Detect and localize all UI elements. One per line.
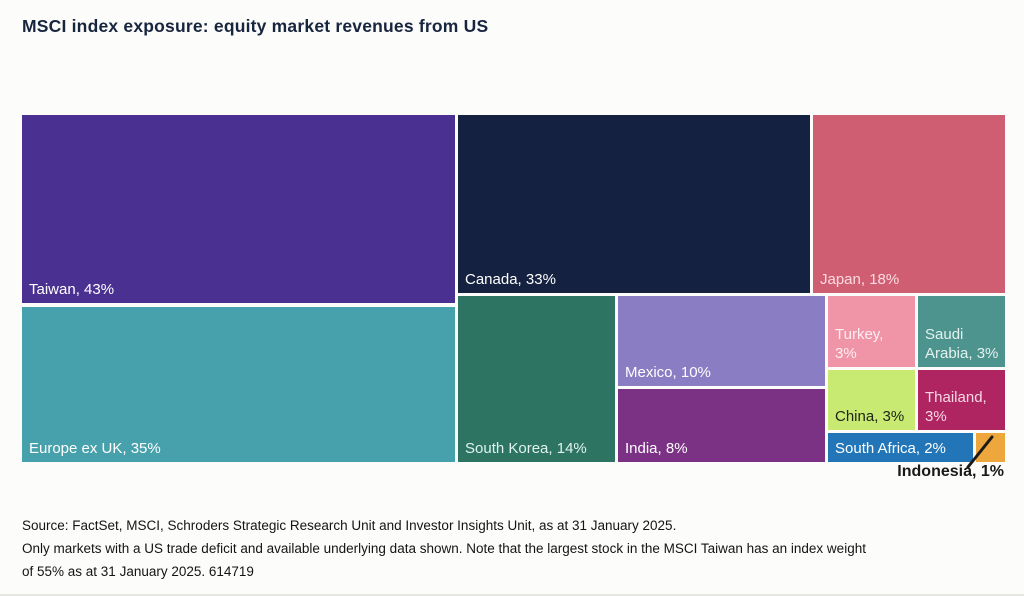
treemap-tile-china: China, 3% — [828, 370, 915, 430]
tile-label-europe-ex-uk: Europe ex UK, 35% — [29, 439, 161, 457]
treemap: Taiwan, 43% Canada, 33% Japan, 18% Europe e… — [22, 115, 1005, 462]
treemap-tile-europe-ex-uk: Europe ex UK, 35% — [22, 307, 455, 462]
tile-label-south-africa: South Africa, 2% — [835, 439, 946, 457]
tile-label-thailand: Thailand, 3% — [925, 389, 987, 425]
treemap-tile-japan: Japan, 18% — [813, 115, 1005, 293]
treemap-tile-south-africa: South Africa, 2% — [828, 433, 973, 462]
tile-label-india: India, 8% — [625, 439, 688, 457]
source-block: Source: FactSet, MSCI, Schroders Strateg… — [22, 514, 1007, 583]
tile-label-taiwan: Taiwan, 43% — [29, 280, 115, 298]
tile-label-turkey: Turkey, 3% — [835, 326, 884, 362]
treemap-tile-thailand: Thailand, 3% — [918, 370, 1005, 430]
treemap-tile-taiwan: Taiwan, 43% — [22, 115, 455, 303]
treemap-tile-mexico: Mexico, 10% — [618, 296, 825, 386]
treemap-tile-india: India, 8% — [618, 389, 825, 462]
tile-label-south-korea: South Korea, 14% — [465, 439, 587, 457]
treemap-tile-canada: Canada, 33% — [458, 115, 810, 293]
page-bottom-divider — [0, 594, 1024, 596]
treemap-tile-south-korea: South Korea, 14% — [458, 296, 615, 462]
tile-label-mexico: Mexico, 10% — [625, 363, 711, 381]
tile-label-japan: Japan, 18% — [820, 270, 900, 288]
treemap-tile-saudi-arabia: Saudi Arabia, 3% — [918, 296, 1005, 367]
source-line-2: Only markets with a US trade deficit and… — [22, 541, 866, 556]
tile-label-canada: Canada, 33% — [465, 270, 556, 288]
chart-title: MSCI index exposure: equity market reven… — [22, 16, 489, 36]
treemap-tile-indonesia — [976, 433, 1005, 462]
tile-label-china: China, 3% — [835, 407, 905, 425]
tile-label-saudi-arabia: Saudi Arabia, 3% — [925, 326, 999, 362]
source-line-1: Source: FactSet, MSCI, Schroders Strateg… — [22, 518, 677, 533]
source-line-3: of 55% as at 31 January 2025. 614719 — [22, 564, 254, 579]
treemap-tile-turkey: Turkey, 3% — [828, 296, 915, 367]
indonesia-callout-label: Indonesia, 1% — [897, 463, 1004, 480]
